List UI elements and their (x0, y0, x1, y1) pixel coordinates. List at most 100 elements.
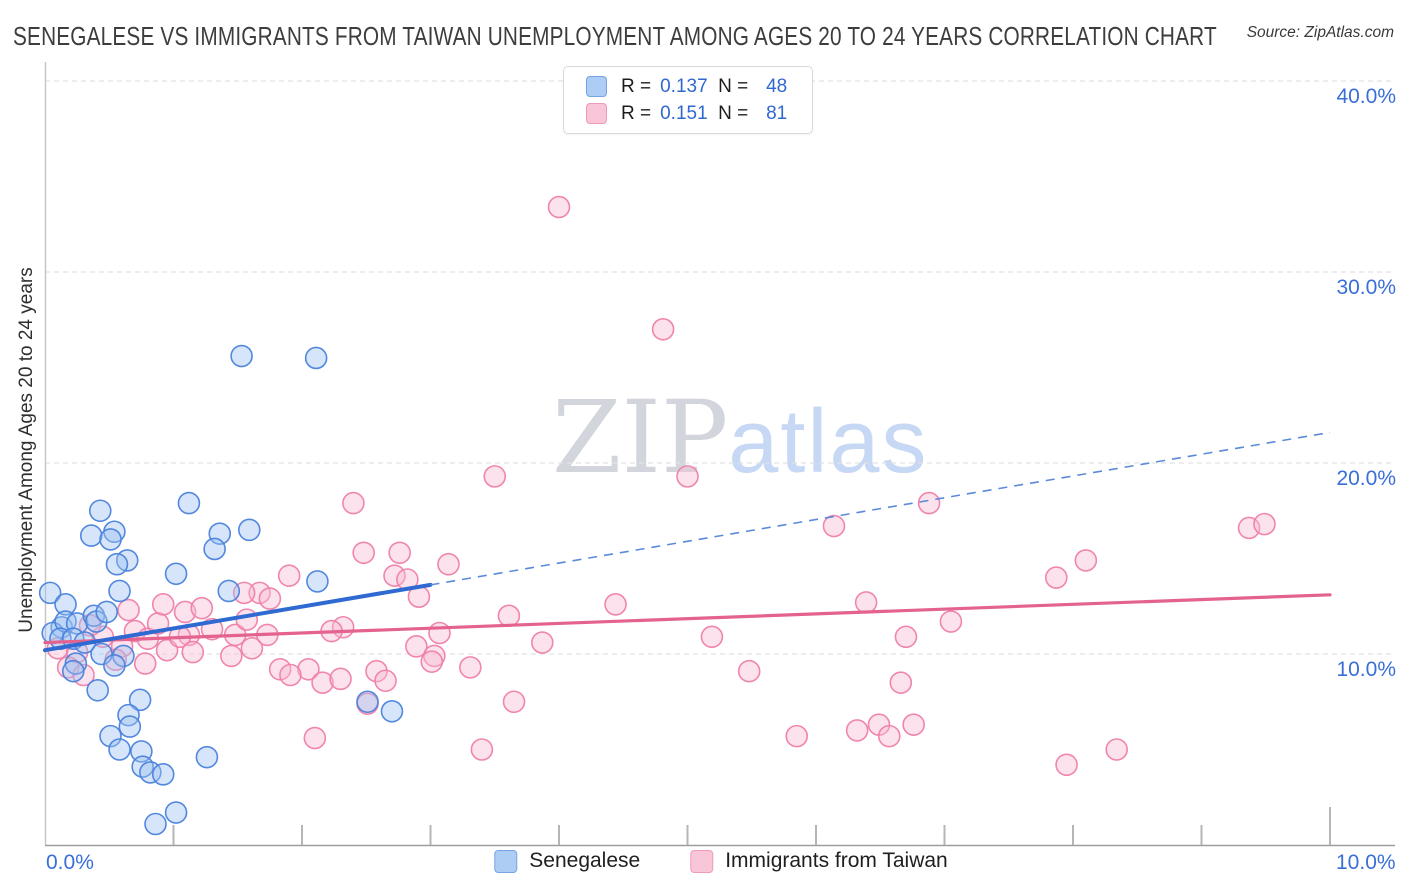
scatter-point-immigrants-from-taiwan (240, 636, 264, 660)
scatter-point-immigrants-from-taiwan (190, 596, 214, 620)
scatter-point-immigrants-from-taiwan (151, 593, 175, 616)
scatter-point-senegalese (380, 699, 404, 723)
scatter-point-immigrants-from-taiwan (651, 317, 675, 341)
scatter-point-immigrants-from-taiwan (822, 514, 846, 538)
scatter-point-immigrants-from-taiwan (785, 724, 809, 748)
scatter-point-immigrants-from-taiwan (420, 650, 444, 673)
r-value: 0.137 (660, 75, 708, 97)
scatter-point-immigrants-from-taiwan (181, 640, 205, 664)
scatter-point-immigrants-from-taiwan (277, 564, 301, 587)
scatter-point-immigrants-from-taiwan (877, 724, 901, 748)
scatter-point-senegalese (230, 344, 253, 368)
scatter-point-senegalese (112, 644, 135, 668)
scatter-point-immigrants-from-taiwan (497, 604, 521, 628)
scatter-point-immigrants-from-taiwan (388, 541, 411, 565)
scatter-point-immigrants-from-taiwan (1253, 512, 1276, 536)
scatter-point-immigrants-from-taiwan (459, 656, 482, 679)
scatter-point-immigrants-from-taiwan (902, 713, 925, 736)
y-tick-20: 20.0% (1336, 467, 1396, 490)
y-tick-30: 30.0% (1336, 276, 1396, 299)
scatter-point-immigrants-from-taiwan (737, 659, 761, 683)
r-value: 0.151 (660, 102, 708, 124)
scatter-point-senegalese (177, 491, 201, 515)
scatter-point-immigrants-from-taiwan (173, 600, 197, 624)
scatter-point-immigrants-from-taiwan (917, 491, 941, 515)
scatter-point-senegalese (128, 688, 152, 712)
zipatlas-watermark: ZIP atlas (552, 388, 928, 488)
watermark-atlas-text: atlas (728, 392, 929, 492)
scatter-point-immigrants-from-taiwan (303, 726, 327, 750)
scatter-point-senegalese (164, 562, 188, 586)
scatter-point-immigrants-from-taiwan (700, 625, 724, 649)
scatter-point-immigrants-from-taiwan (676, 465, 699, 488)
scatter-point-senegalese (99, 528, 122, 551)
scatter-point-senegalese (238, 518, 261, 542)
scatter-point-immigrants-from-taiwan (547, 195, 571, 219)
scatter-point-immigrants-from-taiwan (1105, 738, 1128, 761)
n-label: N = (718, 102, 749, 124)
scatter-point-senegalese (105, 552, 129, 576)
scatter-point-immigrants-from-taiwan (845, 719, 869, 742)
x-tick-10: 10.0% (1336, 851, 1396, 874)
scatter-point-immigrants-from-taiwan (342, 491, 365, 515)
scatter-point-immigrants-from-taiwan (220, 644, 243, 668)
taiwan-swatch (586, 103, 607, 124)
scatter-point-immigrants-from-taiwan (483, 465, 507, 488)
scatter-point-senegalese (144, 812, 167, 836)
chart-legend: Senegalese Immigrants from Taiwan (494, 849, 948, 873)
scatter-point-immigrants-from-taiwan (268, 657, 292, 681)
scatter-point-senegalese (95, 600, 118, 624)
scatter-point-immigrants-from-taiwan (428, 621, 451, 645)
taiwan-legend-label: Immigrants from Taiwan (725, 849, 948, 872)
scatter-point-senegalese (108, 579, 131, 603)
senegalese-swatch (586, 76, 607, 97)
stats-row-taiwan: R = 0.151 N = 81 (586, 103, 812, 125)
scatter-point-immigrants-from-taiwan (311, 671, 334, 694)
page-title: SENEGALESE VS IMMIGRANTS FROM TAIWAN UNE… (13, 21, 1217, 51)
n-value: 48 (766, 75, 788, 97)
senegalese-trend-line (43, 582, 433, 653)
stats-row-senegalese: R = 0.137 N = 48 (586, 76, 812, 98)
scatter-point-senegalese (203, 537, 226, 561)
x-tick-0: 0.0% (46, 851, 94, 874)
scatter-point-immigrants-from-taiwan (117, 598, 140, 622)
scatter-point-senegalese (54, 593, 77, 616)
scatter-point-immigrants-from-taiwan (470, 738, 494, 761)
scatter-point-immigrants-from-taiwan (405, 635, 428, 658)
r-label: R = (621, 75, 652, 97)
scatter-point-immigrants-from-taiwan (248, 581, 271, 605)
scatter-point-immigrants-from-taiwan (604, 593, 627, 616)
scatter-point-senegalese (195, 745, 219, 769)
scatter-point-immigrants-from-taiwan (258, 587, 282, 610)
scatter-point-immigrants-from-taiwan (374, 669, 397, 693)
scatter-point-immigrants-from-taiwan (383, 564, 406, 587)
scatter-point-senegalese (108, 738, 131, 761)
senegalese-trend-dashed-extension (430, 431, 1331, 586)
y-tick-40: 40.0% (1336, 85, 1396, 108)
stats-legend: R = 0.137 N = 48 R = 0.151 N = 81 (563, 66, 813, 134)
scatter-point-immigrants-from-taiwan (352, 541, 375, 565)
r-label: R = (621, 102, 652, 124)
scatter-point-senegalese (103, 654, 126, 677)
scatter-point-immigrants-from-taiwan (329, 667, 352, 691)
scatter-point-immigrants-from-taiwan (437, 552, 460, 576)
scatter-point-senegalese (99, 724, 122, 748)
scatter-point-senegalese (117, 703, 140, 727)
scatter-point-senegalese (217, 579, 241, 603)
scatter-point-immigrants-from-taiwan (854, 591, 878, 614)
scatter-point-senegalese (118, 715, 142, 738)
scatter-point-immigrants-from-taiwan (889, 671, 913, 694)
taiwan-legend-swatch (690, 849, 714, 873)
scatter-point-senegalese (306, 570, 329, 593)
scatter-point-senegalese (88, 499, 112, 523)
scatter-point-immigrants-from-taiwan (1055, 753, 1078, 777)
scatter-point-senegalese (38, 581, 62, 605)
scatter-point-immigrants-from-taiwan (939, 610, 963, 633)
scatter-point-senegalese (356, 690, 379, 714)
y-axis-title: Unemployment Among Ages 20 to 24 years (16, 267, 37, 633)
scatter-point-senegalese (61, 659, 85, 683)
source-credit: Source: ZipAtlas.com (1246, 24, 1394, 41)
scatter-point-immigrants-from-taiwan (279, 663, 302, 687)
scatter-point-senegalese (164, 801, 188, 824)
